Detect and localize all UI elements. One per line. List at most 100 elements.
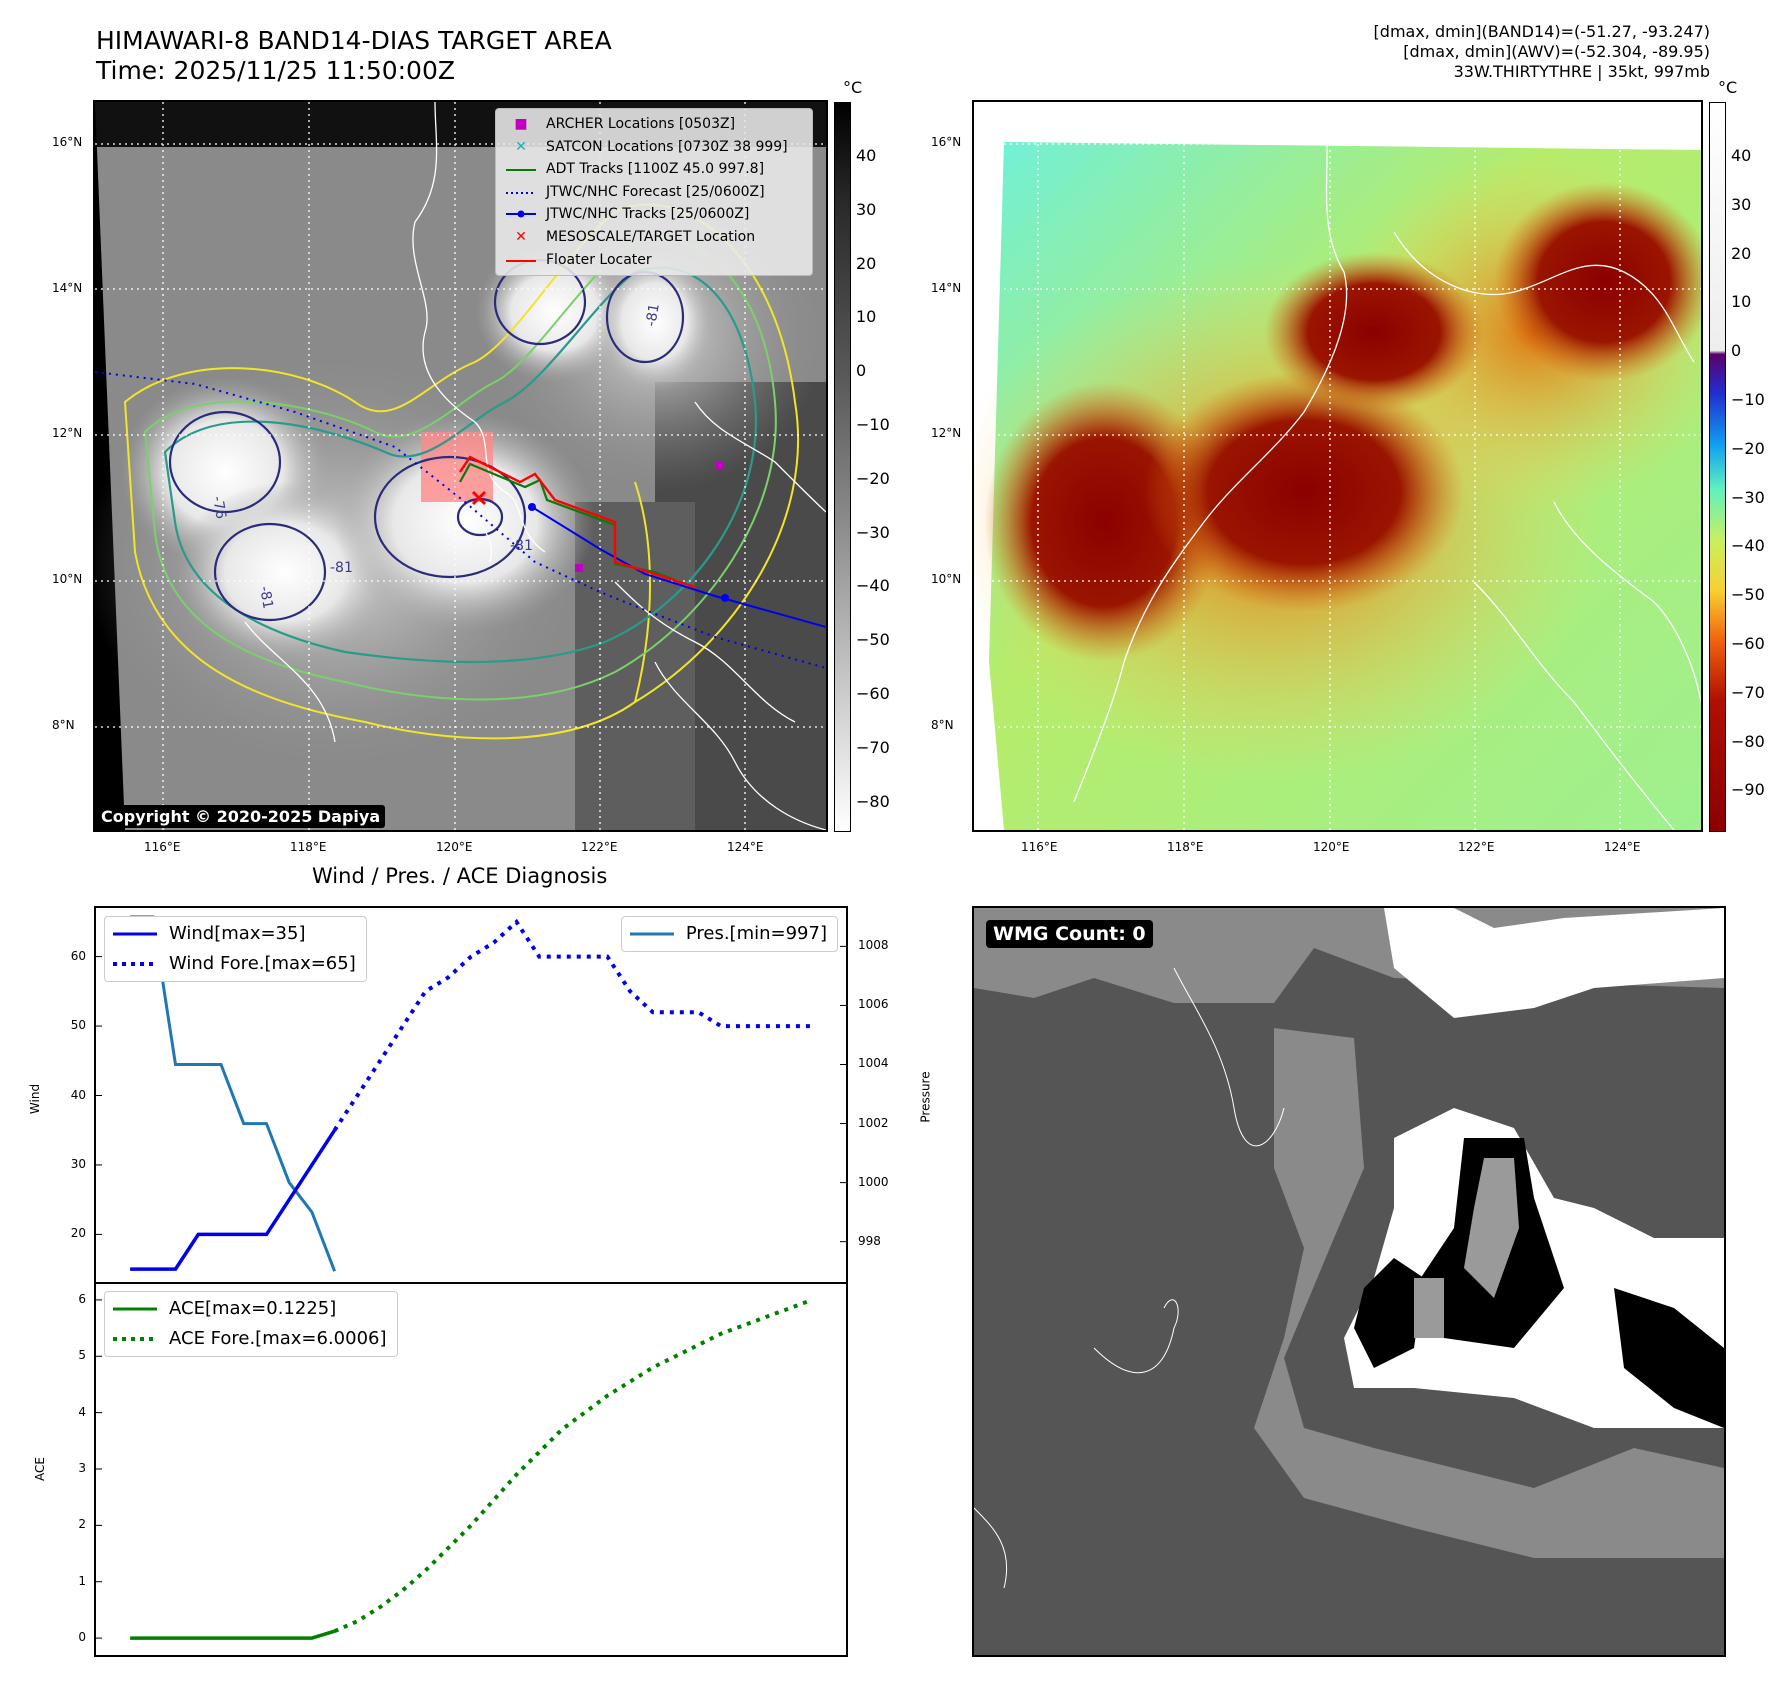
pressure-tick-label: 1000: [858, 1174, 889, 1189]
legend-ace-forecast: ACE Fore.[max=6.0006]: [113, 1328, 387, 1349]
pressure-axis-title: Pressure: [918, 1071, 933, 1123]
lon-tick: 124°E: [1604, 840, 1641, 854]
lon-tick: 118°E: [290, 840, 327, 854]
ir-colorbar-tick: −20: [856, 468, 890, 488]
diagnosis-plot: [96, 915, 846, 1640]
wind-forecast-series-line: [332, 918, 812, 1132]
wind-legend: Wind[max=35] Wind Fore.[max=65]: [104, 916, 367, 982]
pressure-series-line: [130, 915, 337, 1272]
ir-satellite-panel: -76 -81 -81 -81 -81: [93, 100, 828, 832]
wv-colorbar-tick: 10: [1731, 292, 1752, 312]
pressure-tick-label: 998: [858, 1233, 881, 1248]
wv-colorbar-tick: −20: [1731, 438, 1765, 458]
lon-tick: 120°E: [436, 840, 473, 854]
ir-colorbar-tick: 20: [856, 253, 877, 273]
diagnosis-panel: Wind[max=35] Wind Fore.[max=65] Pres.[mi…: [94, 906, 848, 1657]
wmg-count-badge: WMG Count: 0: [986, 920, 1153, 948]
legend-item-adt: ADT Tracks [1100Z 45.0 997.8]: [506, 161, 765, 178]
wv-colorbar-tick: −70: [1731, 682, 1765, 702]
page-title: HIMAWARI-8 BAND14-DIAS TARGET AREA Time:…: [96, 26, 612, 85]
legend-item-jtwc-forecast: JTWC/NHC Forecast [25/0600Z]: [506, 183, 765, 200]
lon-tick: 116°E: [1021, 840, 1058, 854]
wind-series-line: [130, 1129, 337, 1271]
wv-colorbar-tick: −10: [1731, 390, 1765, 409]
pressure-tick-label: 1002: [858, 1115, 889, 1130]
lat-tick: 16°N: [931, 135, 962, 149]
ace-axis-title: ACE: [32, 1457, 47, 1481]
ir-colorbar-tick: 40: [856, 146, 877, 165]
ir-colorbar-tick: 10: [856, 307, 877, 327]
lon-tick: 122°E: [581, 840, 618, 854]
legend-wind-forecast: Wind Fore.[max=65]: [113, 953, 356, 974]
ace-series-line: [130, 1629, 336, 1640]
svg-text:-81: -81: [256, 585, 276, 610]
wv-colorbar-tick: 20: [1731, 243, 1752, 263]
wind-tick-label: 20: [70, 1226, 86, 1241]
legend-pressure: Pres.[min=997]: [629, 923, 827, 944]
lat-tick: 12°N: [52, 426, 83, 440]
ir-colorbar-unit: °C: [843, 78, 863, 97]
svg-text:-81: -81: [330, 560, 353, 576]
legend-ace: ACE[max=0.1225]: [113, 1298, 337, 1319]
svg-text:-81: -81: [643, 302, 663, 327]
legend-item-floater: Floater Locater: [506, 251, 652, 268]
wv-colorbar-tick: −40: [1731, 536, 1765, 556]
storm-info: [dmax, dmin](BAND14)=(-51.27, -93.247) […: [1373, 22, 1710, 81]
ace-forecast-series-line: [333, 1298, 813, 1634]
pressure-tick-label: 1008: [858, 938, 889, 953]
lat-tick: 10°N: [931, 572, 962, 586]
wv-colorbar-tick: −30: [1731, 487, 1765, 507]
lon-tick: 124°E: [727, 840, 764, 854]
pressure-tick-label: 1004: [858, 1056, 889, 1071]
legend-wind: Wind[max=35]: [113, 923, 306, 944]
ace-legend: ACE[max=0.1225] ACE Fore.[max=6.0006]: [104, 1291, 398, 1357]
ir-colorbar: [834, 102, 851, 832]
wv-colorbar-tick: −80: [1731, 731, 1765, 751]
ace-tick-label: 6: [78, 1291, 86, 1306]
wv-colorbar-tick: −50: [1731, 585, 1765, 605]
wind-tick-label: 40: [70, 1087, 86, 1102]
ir-colorbar-tick: −60: [856, 684, 890, 703]
wv-colorbar-unit: °C: [1718, 78, 1738, 97]
legend-item-jtwc-tracks: JTWC/NHC Tracks [25/0600Z]: [504, 203, 804, 226]
lon-tick: 122°E: [1458, 840, 1495, 854]
legend-item-satcon: ✕ SATCON Locations [0730Z 38 999]: [515, 138, 788, 155]
lat-tick: 10°N: [52, 572, 83, 586]
pressure-legend: Pres.[min=997]: [620, 916, 838, 952]
wv-colorbar-tick: 0: [1731, 341, 1742, 361]
ir-colorbar-tick: −40: [856, 576, 890, 596]
pressure-tick-label: 1006: [858, 997, 889, 1012]
lon-tick: 118°E: [1167, 840, 1204, 854]
wv-colorbar-tick: 30: [1731, 194, 1752, 214]
ir-colorbar-tick: −70: [856, 737, 890, 757]
ace-tick-label: 1: [78, 1573, 86, 1588]
diagnosis-title: Wind / Pres. / ACE Diagnosis: [312, 864, 608, 888]
legend-item-mesoscale: ✕ MESOSCALE/TARGET Location: [515, 228, 756, 245]
lat-tick: 14°N: [931, 281, 962, 295]
ir-colorbar-tick: −50: [856, 630, 890, 650]
ace-tick-label: 4: [78, 1404, 86, 1419]
wv-colorbar-tick: 40: [1731, 146, 1752, 165]
wv-colorbar-tick: −60: [1731, 634, 1765, 653]
wind-tick-label: 50: [70, 1018, 86, 1033]
ir-colorbar-tick: −30: [856, 522, 890, 542]
svg-text:-81: -81: [510, 538, 533, 554]
wmg-panel: WMG Count: 0: [972, 906, 1726, 1657]
ir-colorbar-tick: 30: [856, 199, 877, 219]
lon-tick: 120°E: [1313, 840, 1350, 854]
svg-text:-76: -76: [209, 495, 229, 520]
lat-tick: 16°N: [52, 135, 83, 149]
wv-satellite-panel: [972, 100, 1703, 832]
wind-tick-label: 60: [70, 948, 86, 963]
ace-tick-label: 5: [78, 1348, 86, 1363]
legend-item-archer: ■ ARCHER Locations [0503Z]: [514, 116, 736, 132]
ir-colorbar-tick: −10: [856, 415, 890, 434]
wv-colorbar: [1709, 102, 1726, 832]
lat-tick: 8°N: [931, 718, 954, 732]
wv-colorbar-tick: −90: [1731, 780, 1765, 800]
ir-colorbar-tick: −80: [856, 791, 890, 811]
wind-tick-label: 30: [70, 1156, 86, 1171]
ace-tick-label: 2: [78, 1517, 86, 1532]
wmg-image: [974, 908, 1724, 1655]
lon-tick: 116°E: [144, 840, 181, 854]
